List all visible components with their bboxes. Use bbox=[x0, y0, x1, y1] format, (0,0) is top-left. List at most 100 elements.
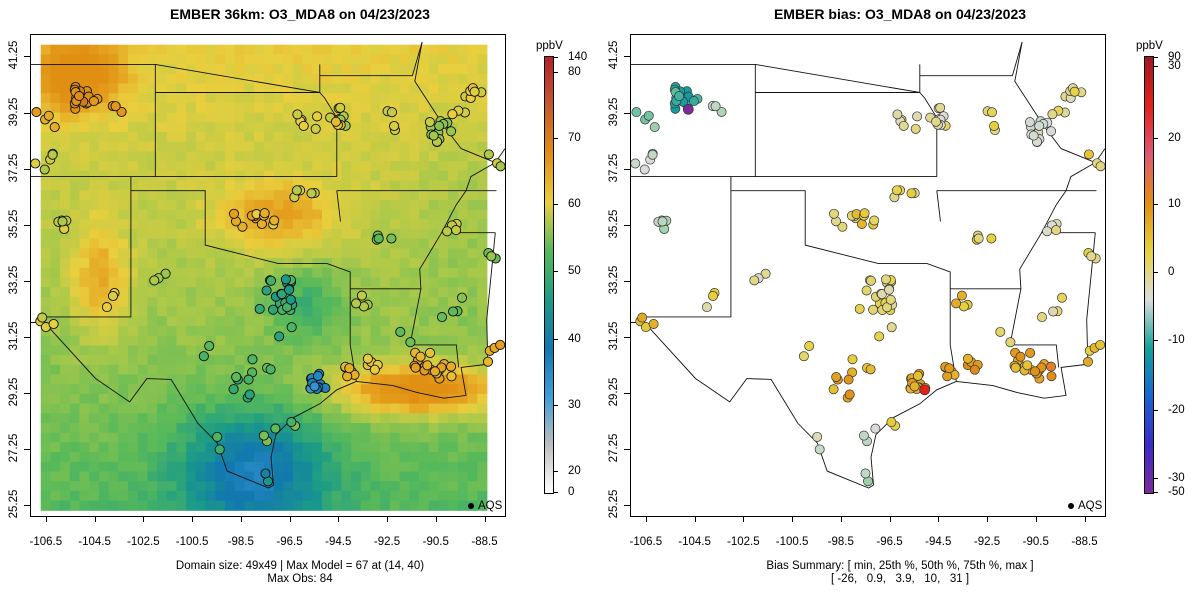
aqs-site-marker[interactable] bbox=[101, 302, 112, 313]
aqs-bias-marker[interactable] bbox=[866, 275, 876, 286]
aqs-site-marker[interactable] bbox=[149, 275, 160, 286]
aqs-site-marker[interactable] bbox=[442, 226, 453, 237]
aqs-bias-marker[interactable] bbox=[956, 290, 967, 301]
aqs-bias-marker[interactable] bbox=[837, 221, 848, 232]
aqs-site-marker[interactable] bbox=[228, 384, 239, 395]
aqs-site-marker[interactable] bbox=[261, 285, 272, 296]
aqs-site-marker[interactable] bbox=[74, 91, 85, 102]
aqs-bias-marker[interactable] bbox=[804, 341, 815, 351]
aqs-bias-marker[interactable] bbox=[870, 423, 881, 434]
aqs-site-marker[interactable] bbox=[434, 120, 445, 131]
aqs-site-marker[interactable] bbox=[486, 251, 497, 262]
aqs-bias-marker[interactable] bbox=[861, 285, 872, 296]
aqs-bias-marker[interactable] bbox=[1025, 347, 1036, 358]
aqs-site-marker[interactable] bbox=[446, 361, 457, 372]
aqs-site-marker[interactable] bbox=[274, 331, 285, 342]
aqs-site-marker[interactable] bbox=[228, 208, 240, 219]
aqs-site-marker[interactable] bbox=[270, 423, 281, 434]
aqs-bias-marker[interactable] bbox=[942, 371, 953, 382]
aqs-bias-marker[interactable] bbox=[951, 298, 962, 309]
aqs-site-marker[interactable] bbox=[495, 161, 505, 172]
aqs-site-marker[interactable] bbox=[369, 364, 380, 375]
aqs-site-marker[interactable] bbox=[424, 117, 435, 128]
aqs-bias-marker[interactable] bbox=[919, 384, 931, 396]
aqs-site-marker[interactable] bbox=[389, 120, 400, 132]
aqs-bias-marker[interactable] bbox=[1048, 306, 1059, 317]
aqs-bias-marker[interactable] bbox=[865, 364, 876, 375]
aqs-site-marker[interactable] bbox=[285, 294, 296, 305]
aqs-bias-marker[interactable] bbox=[1046, 126, 1057, 137]
aqs-bias-marker[interactable] bbox=[912, 111, 923, 122]
aqs-bias-marker[interactable] bbox=[760, 268, 771, 279]
aqs-site-marker[interactable] bbox=[410, 362, 421, 373]
aqs-site-marker[interactable] bbox=[310, 123, 321, 134]
aqs-bias-marker[interactable] bbox=[1046, 371, 1057, 382]
bias-map[interactable] bbox=[630, 34, 1106, 517]
aqs-site-marker[interactable] bbox=[198, 351, 209, 362]
aqs-bias-marker[interactable] bbox=[884, 284, 895, 295]
model-ozone-map[interactable] bbox=[30, 34, 506, 517]
aqs-bias-marker[interactable] bbox=[847, 354, 858, 365]
aqs-site-marker[interactable] bbox=[268, 304, 279, 315]
aqs-site-marker[interactable] bbox=[214, 444, 225, 455]
aqs-bias-marker[interactable] bbox=[973, 233, 984, 244]
aqs-bias-marker[interactable] bbox=[843, 374, 854, 385]
aqs-site-marker[interactable] bbox=[48, 318, 59, 330]
aqs-bias-marker[interactable] bbox=[1022, 360, 1033, 371]
aqs-site-marker[interactable] bbox=[237, 221, 248, 232]
aqs-bias-marker[interactable] bbox=[874, 331, 885, 342]
aqs-site-marker[interactable] bbox=[43, 110, 54, 121]
aqs-bias-marker[interactable] bbox=[1095, 161, 1105, 172]
aqs-bias-marker[interactable] bbox=[814, 444, 825, 455]
aqs-site-marker[interactable] bbox=[231, 371, 242, 383]
aqs-bias-marker[interactable] bbox=[1083, 356, 1093, 367]
aqs-bias-marker[interactable] bbox=[854, 303, 865, 314]
aqs-bias-marker[interactable] bbox=[1046, 361, 1057, 372]
aqs-bias-marker[interactable] bbox=[987, 107, 997, 118]
aqs-site-marker[interactable] bbox=[204, 340, 215, 352]
aqs-site-marker[interactable] bbox=[495, 339, 505, 350]
aqs-site-marker[interactable] bbox=[291, 185, 302, 196]
aqs-bias-marker[interactable] bbox=[637, 312, 648, 323]
aqs-site-marker[interactable] bbox=[88, 96, 99, 107]
aqs-bias-marker[interactable] bbox=[812, 431, 823, 442]
aqs-bias-marker[interactable] bbox=[831, 372, 842, 382]
aqs-bias-marker[interactable] bbox=[828, 384, 839, 395]
aqs-bias-marker[interactable] bbox=[1095, 339, 1105, 350]
aqs-site-marker[interactable] bbox=[469, 86, 480, 97]
aqs-bias-marker[interactable] bbox=[885, 294, 896, 305]
aqs-site-marker[interactable] bbox=[425, 347, 436, 358]
aqs-site-marker[interactable] bbox=[456, 292, 468, 303]
aqs-site-marker[interactable] bbox=[446, 371, 457, 382]
aqs-site-marker[interactable] bbox=[436, 312, 448, 323]
aqs-bias-marker[interactable] bbox=[798, 351, 809, 362]
aqs-site-marker[interactable] bbox=[31, 107, 42, 118]
aqs-bias-marker[interactable] bbox=[869, 215, 880, 226]
aqs-site-marker[interactable] bbox=[306, 188, 317, 199]
aqs-site-marker[interactable] bbox=[47, 149, 58, 160]
aqs-bias-marker[interactable] bbox=[1028, 130, 1039, 141]
aqs-site-marker[interactable] bbox=[37, 312, 48, 323]
aqs-site-marker[interactable] bbox=[247, 354, 258, 365]
aqs-bias-marker[interactable] bbox=[1005, 337, 1016, 348]
aqs-bias-marker[interactable] bbox=[986, 233, 997, 244]
aqs-bias-marker[interactable] bbox=[876, 289, 887, 300]
aqs-bias-marker[interactable] bbox=[1015, 351, 1026, 362]
aqs-bias-marker[interactable] bbox=[1030, 366, 1040, 377]
aqs-bias-marker[interactable] bbox=[880, 274, 891, 285]
aqs-bias-marker[interactable] bbox=[708, 291, 718, 301]
aqs-site-marker[interactable] bbox=[31, 158, 41, 169]
aqs-site-marker[interactable] bbox=[312, 111, 323, 122]
aqs-site-marker[interactable] bbox=[330, 116, 342, 127]
aqs-site-marker[interactable] bbox=[447, 109, 458, 120]
aqs-site-marker[interactable] bbox=[49, 122, 60, 133]
aqs-bias-marker[interactable] bbox=[631, 107, 642, 118]
aqs-bias-marker[interactable] bbox=[1083, 149, 1094, 160]
aqs-bias-marker[interactable] bbox=[910, 123, 921, 134]
aqs-site-marker[interactable] bbox=[265, 275, 277, 286]
aqs-bias-marker[interactable] bbox=[891, 185, 902, 196]
aqs-bias-marker[interactable] bbox=[1086, 251, 1097, 262]
aqs-site-marker[interactable] bbox=[265, 364, 276, 375]
aqs-bias-marker[interactable] bbox=[688, 96, 699, 107]
aqs-bias-marker[interactable] bbox=[860, 468, 871, 479]
